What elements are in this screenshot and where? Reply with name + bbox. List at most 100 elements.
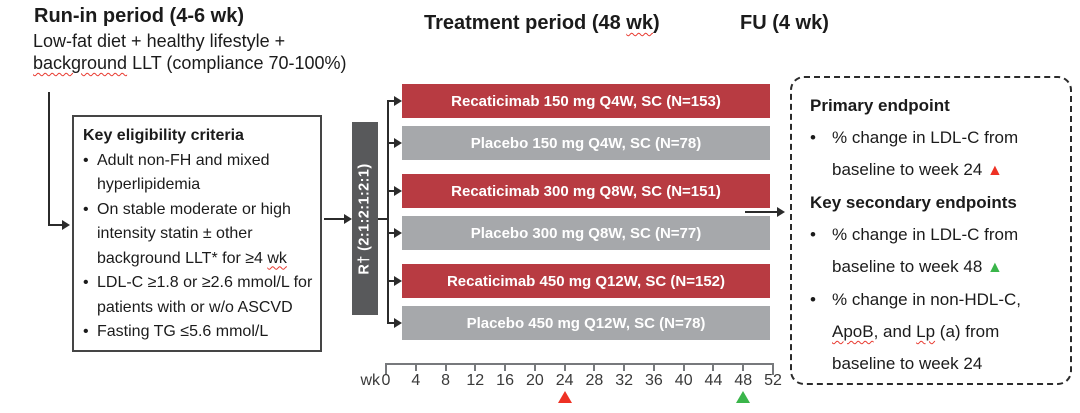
runin-to-eligibility-connector-line — [48, 92, 50, 226]
text-segment: LDL-C ≥1.8 or ≥2.6 mmol/L for patients w… — [97, 274, 313, 316]
week-axis-tick — [742, 363, 745, 371]
treatment-period-title: Treatment period (48 wk) — [424, 12, 660, 35]
week-axis-tick — [474, 363, 477, 371]
eligibility-item-text: Fasting TG ≤5.6 mmol/L — [97, 320, 268, 345]
arm-branch-line — [387, 232, 395, 234]
week-axis-tick-label: 44 — [704, 372, 723, 389]
treatment-arm-bar-recaticimab: Recaticimab 450 mg Q12W, SC (N=152) — [402, 264, 770, 298]
secondary-endpoint-item: • % change in LDL-C from baseline to week… — [810, 219, 1060, 284]
treatment-arm-label: Placebo 300 mg Q8W, SC (N=77) — [470, 224, 702, 242]
week-axis-tick — [385, 363, 387, 375]
arm-branch-line — [387, 322, 395, 324]
text-segment: ) — [652, 12, 660, 34]
eligibility-to-randomization-arrowhead-icon — [344, 214, 352, 224]
randomization-to-trunk-line — [378, 218, 388, 220]
secondary-endpoint-item: • % change in non-HDL-C, ApoB, and Lp (a)… — [810, 284, 1060, 380]
week-axis-tick — [444, 363, 447, 371]
eligibility-item-text: Adult non-FH and mixed hyperlipidemia — [97, 149, 315, 198]
treatment-arm-label: Recaticimab 450 mg Q12W, SC (N=152) — [446, 272, 726, 290]
arm-branch-line — [387, 100, 395, 102]
randomization-label: R† (2:1:2:1:2:1) — [357, 162, 373, 275]
eligibility-item: • LDL-C ≥1.8 or ≥2.6 mmol/L for patients … — [83, 271, 315, 320]
bullet-icon: • — [83, 323, 89, 340]
treatment-arm-label: Recaticimab 150 mg Q4W, SC (N=153) — [451, 92, 721, 110]
treatment-arm-bar-placebo: Placebo 150 mg Q4W, SC (N=78) — [402, 126, 770, 160]
arm-branch-arrowhead-icon — [394, 318, 402, 328]
randomization-branch-trunk — [387, 100, 389, 324]
text-segment: On stable moderate or high intensity sta… — [97, 200, 291, 267]
primary-endpoint-item-text: % change in LDL-C from baseline to week … — [832, 122, 1060, 187]
week-axis-tick-label: 16 — [496, 372, 514, 389]
week-axis-tick-label: 24 — [555, 372, 574, 389]
text-segment: Treatment period (48 — [424, 12, 627, 34]
week-axis-tick — [504, 363, 507, 371]
text-segment: Adult non-FH and mixed hyperlipidemia — [97, 151, 270, 194]
eligibility-item: • Fasting TG ≤5.6 mmol/L — [83, 320, 315, 345]
endpoints-panel: Primary endpoint • % change in LDL-C from… — [790, 76, 1072, 385]
treatment-arm-bar-placebo: Placebo 300 mg Q8W, SC (N=77) — [402, 216, 770, 250]
week-axis-tick — [712, 363, 715, 371]
treatment-to-endpoints-line — [745, 211, 779, 213]
arm-branch-arrowhead-icon — [394, 186, 402, 196]
secondary-endpoint-item-text: % change in LDL-C from baseline to week … — [832, 219, 1060, 284]
week-axis-tick — [593, 363, 596, 371]
treatment-arm-label: Placebo 450 mg Q12W, SC (N=78) — [466, 314, 706, 332]
secondary-endpoint-item-text: % change in non-HDL-C, ApoB, and Lp (a) … — [832, 284, 1060, 380]
runin-period-description-line2: background LLT (compliance 70-100%) — [33, 53, 347, 74]
week-axis-tick-label: 32 — [615, 372, 634, 389]
bullet-icon: • — [83, 200, 89, 218]
runin-to-eligibility-connector-line — [48, 224, 64, 226]
text-segment: LLT (compliance 70-100%) — [127, 53, 347, 73]
bullet-icon: • — [810, 128, 816, 147]
runin-period-title: Run-in period (4-6 wk) — [34, 5, 244, 27]
text-segment: wk — [626, 12, 653, 34]
week-axis-tick-label: 20 — [525, 372, 544, 389]
text-segment: wk — [267, 249, 287, 267]
text-segment: ApoB — [832, 322, 874, 341]
primary-endpoint-item: • % change in LDL-C from baseline to week… — [810, 122, 1060, 187]
arm-branch-arrowhead-icon — [394, 138, 402, 148]
randomization-box: R† (2:1:2:1:2:1) — [352, 122, 378, 315]
week-axis-tick-label: 4 — [411, 372, 421, 389]
runin-to-eligibility-arrowhead-icon — [62, 220, 70, 230]
week-axis-tick — [623, 363, 626, 371]
treatment-arm-bar-recaticimab: Recaticimab 150 mg Q4W, SC (N=153) — [402, 84, 770, 118]
primary-endpoint-title: Primary endpoint — [810, 96, 950, 115]
text-segment: background — [33, 53, 128, 73]
eligibility-criteria-box: Key eligibility criteria • Adult non-FH a… — [72, 115, 322, 352]
week-axis-line — [386, 363, 773, 365]
arm-branch-line — [387, 190, 395, 192]
week-axis-tick — [772, 363, 774, 375]
text-segment: % change in LDL-C from baseline to week … — [832, 225, 1019, 276]
primary-endpoint-week-marker-red-triangle-icon — [557, 391, 572, 403]
week-axis-tick-label: 0 — [381, 372, 391, 389]
followup-period-title: FU (4 wk) — [740, 12, 829, 34]
treatment-arm-label: Placebo 150 mg Q4W, SC (N=78) — [470, 134, 702, 152]
text-segment: Fasting TG ≤5.6 mmol/L — [97, 323, 269, 340]
eligibility-item: • On stable moderate or high intensity st… — [83, 198, 315, 272]
week-axis-tick — [414, 363, 417, 371]
bullet-icon: • — [83, 151, 89, 169]
bullet-icon: • — [810, 290, 816, 309]
treatment-arm-bar-placebo: Placebo 450 mg Q12W, SC (N=78) — [402, 306, 770, 340]
treatment-arm-label: Recaticimab 300 mg Q8W, SC (N=151) — [451, 182, 721, 200]
week-axis-tick — [563, 363, 566, 371]
week-axis-tick-label: 8 — [441, 372, 450, 389]
text-segment: (a) from baseline to week 24 — [832, 322, 1000, 373]
secondary-endpoint-week-marker-green-triangle-icon — [736, 391, 751, 403]
bullet-icon: • — [83, 274, 89, 291]
week-axis-unit-label: wk — [360, 372, 380, 389]
arm-branch-arrowhead-icon — [394, 228, 402, 238]
arm-branch-line — [387, 142, 395, 144]
secondary-endpoints-title: Key secondary endpoints — [810, 193, 1017, 212]
green-triangle-icon: ▲ — [987, 259, 1003, 276]
week-axis-tick — [652, 363, 655, 371]
eligibility-item-text: LDL-C ≥1.8 or ≥2.6 mmol/L for patients w… — [97, 271, 315, 320]
eligibility-to-randomization-line — [324, 218, 346, 220]
text-segment: , and — [873, 322, 917, 341]
week-axis-tick-label: 36 — [645, 372, 663, 389]
red-triangle-icon: ▲ — [987, 162, 1003, 179]
week-axis-tick — [682, 363, 685, 371]
eligibility-title: Key eligibility criteria — [83, 127, 244, 144]
